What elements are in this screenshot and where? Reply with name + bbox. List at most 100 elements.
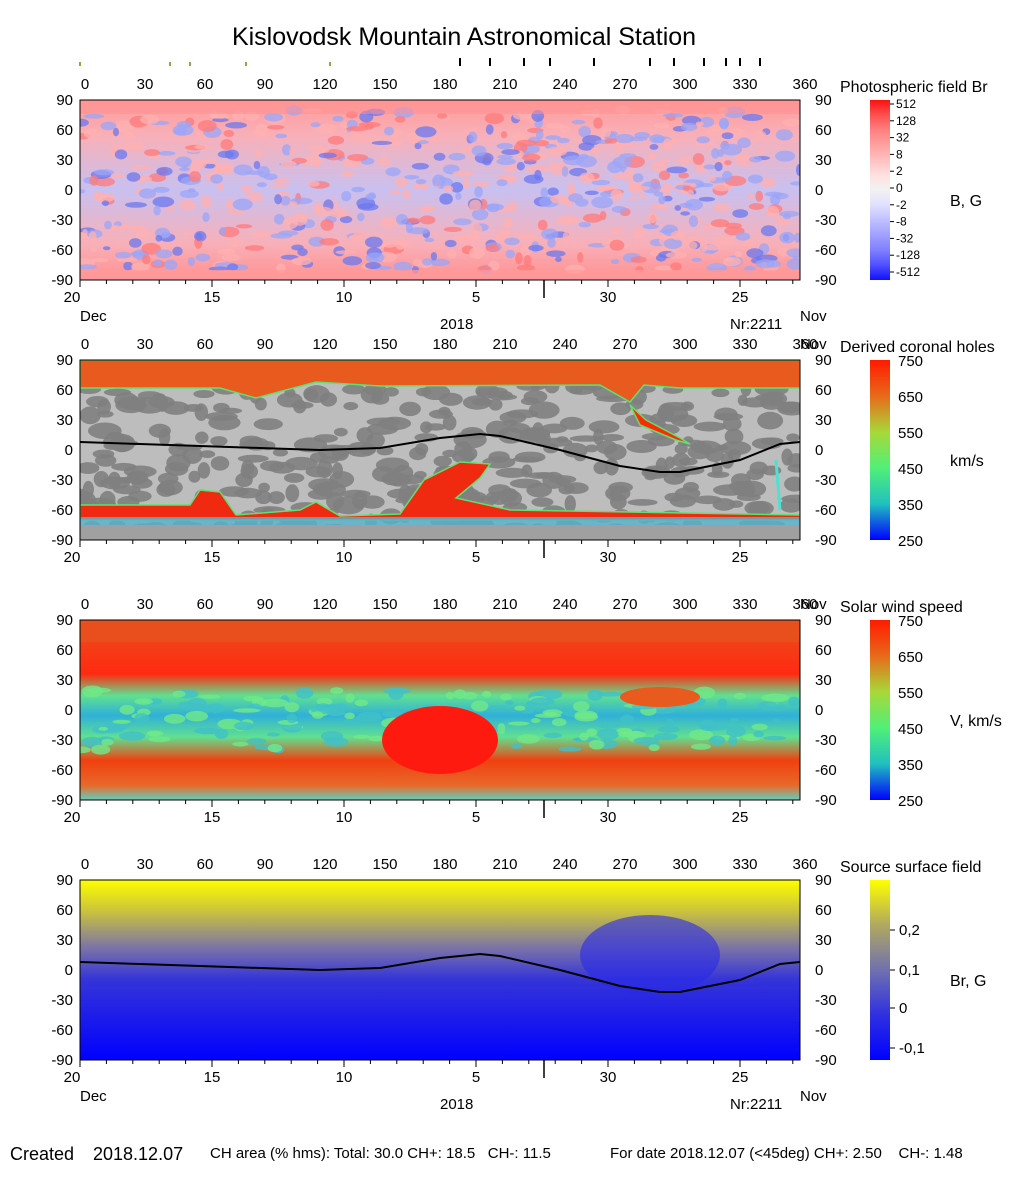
slow-wind-patch [751,723,768,731]
magnetic-patch [126,172,141,182]
magnetic-patch [83,128,102,139]
magnetic-patch [213,162,235,175]
magnetic-patch [624,168,635,176]
magnetic-patch [274,194,282,205]
magnetic-patch [504,237,520,246]
magnetic-patch [610,259,620,265]
latitude-tick-left: 0 [65,702,73,719]
magnetic-patch [789,181,800,186]
slow-wind-patch [118,731,146,741]
magnetic-patch [545,164,559,169]
closed-field-patch [604,458,619,476]
magnetic-patch [748,156,763,163]
magnetic-patch [92,191,105,201]
magnetic-patch [351,186,365,193]
magnetic-patch [224,149,239,160]
magnetic-patch [691,257,702,262]
magnetic-patch [163,259,178,271]
magnetic-patch [659,158,670,163]
slow-wind-patch [148,736,171,743]
magnetic-patch [152,259,163,267]
magnetic-patch [421,258,433,266]
magnetic-patch [389,189,402,195]
magnetic-patch [687,189,694,197]
slow-wind-patch [481,690,492,698]
slow-wind-patch [343,717,363,725]
magnetic-patch [474,186,483,198]
closed-field-patch [741,397,770,408]
longitude-tick-label: 180 [432,76,457,93]
magnetic-patch [663,138,673,150]
closed-field-patch [303,385,330,403]
slow-wind-patch [134,713,150,724]
magnetic-patch [404,174,420,180]
magnetic-patch [599,210,607,221]
slow-wind-patch [763,735,787,741]
date-tick-label: 30 [600,549,617,566]
magnetic-patch [405,222,413,234]
magnetic-patch [433,152,446,161]
latitude-tick-left: 90 [56,612,73,629]
magnetic-patch [130,165,152,170]
slow-wind-patch [688,729,714,741]
magnetic-patch [235,224,253,229]
magnetic-patch [80,189,86,194]
slow-wind-patch [551,718,567,727]
magnetic-patch [680,211,691,216]
magnetic-patch [710,219,730,228]
magnetic-patch [175,156,192,168]
closed-field-patch [720,441,752,456]
latitude-tick-right: -30 [815,472,837,489]
magnetic-patch [779,231,796,244]
magnetic-patch [786,248,800,258]
magnetic-patch [134,230,154,238]
closed-field-patch [107,471,121,489]
for-date-text: For date 2018.12.07 (<45deg) CH+: 2.50 C… [610,1145,963,1162]
magnetic-patch [485,124,494,135]
magnetic-patch [313,155,322,168]
longitude-tick-label: 90 [257,596,274,613]
date-tick-label: 5 [472,809,480,826]
latitude-tick-right: 60 [815,902,832,919]
magnetic-patch [582,135,602,146]
longitude-tick-label: 120 [312,76,337,93]
slow-wind-patch [172,690,186,698]
magnetic-patch [221,253,241,262]
colorbar-title: Solar wind speed [840,599,963,616]
north-polar-coronal-hole [80,360,800,403]
closed-field-patch [512,456,542,463]
slow-wind-patch [344,712,355,720]
latitude-tick-right: 60 [815,122,832,139]
longitude-tick-label: 300 [672,856,697,873]
magnetic-patch [188,171,202,183]
latitude-tick-right: 30 [815,932,832,949]
closed-field-patch [386,488,419,500]
magnetic-patch [737,137,751,149]
slow-wind-patch [586,728,597,737]
closed-field-patch [421,384,451,401]
magnetic-patch [81,229,89,241]
colorbar-label: 0 [899,1000,907,1017]
longitude-tick-label: 90 [257,856,274,873]
magnetic-patch [523,255,532,267]
slow-wind-patch [330,687,344,695]
magnetic-patch [639,192,646,199]
slow-wind-patch [333,703,349,711]
magnetic-patch [682,236,705,243]
longitude-tick-label: 360 [792,856,817,873]
slow-wind-patch [499,693,512,701]
closed-field-patch [375,457,410,473]
magnetic-patch [131,262,150,272]
slow-wind-patch [573,701,590,712]
latitude-tick-left: 60 [56,642,73,659]
latitude-tick-left: -30 [51,992,73,1009]
magnetic-patch [155,234,163,242]
slow-wind-patch [757,701,779,711]
colorbar-label: 128 [896,114,916,128]
magnetic-patch [115,251,132,259]
magnetic-patch [365,262,381,270]
footer: Created 2018.12.07 CH area (% hms): Tota… [10,1144,963,1164]
magnetic-patch [507,201,517,212]
magnetic-patch [424,237,435,243]
magnetic-patch [342,256,363,266]
